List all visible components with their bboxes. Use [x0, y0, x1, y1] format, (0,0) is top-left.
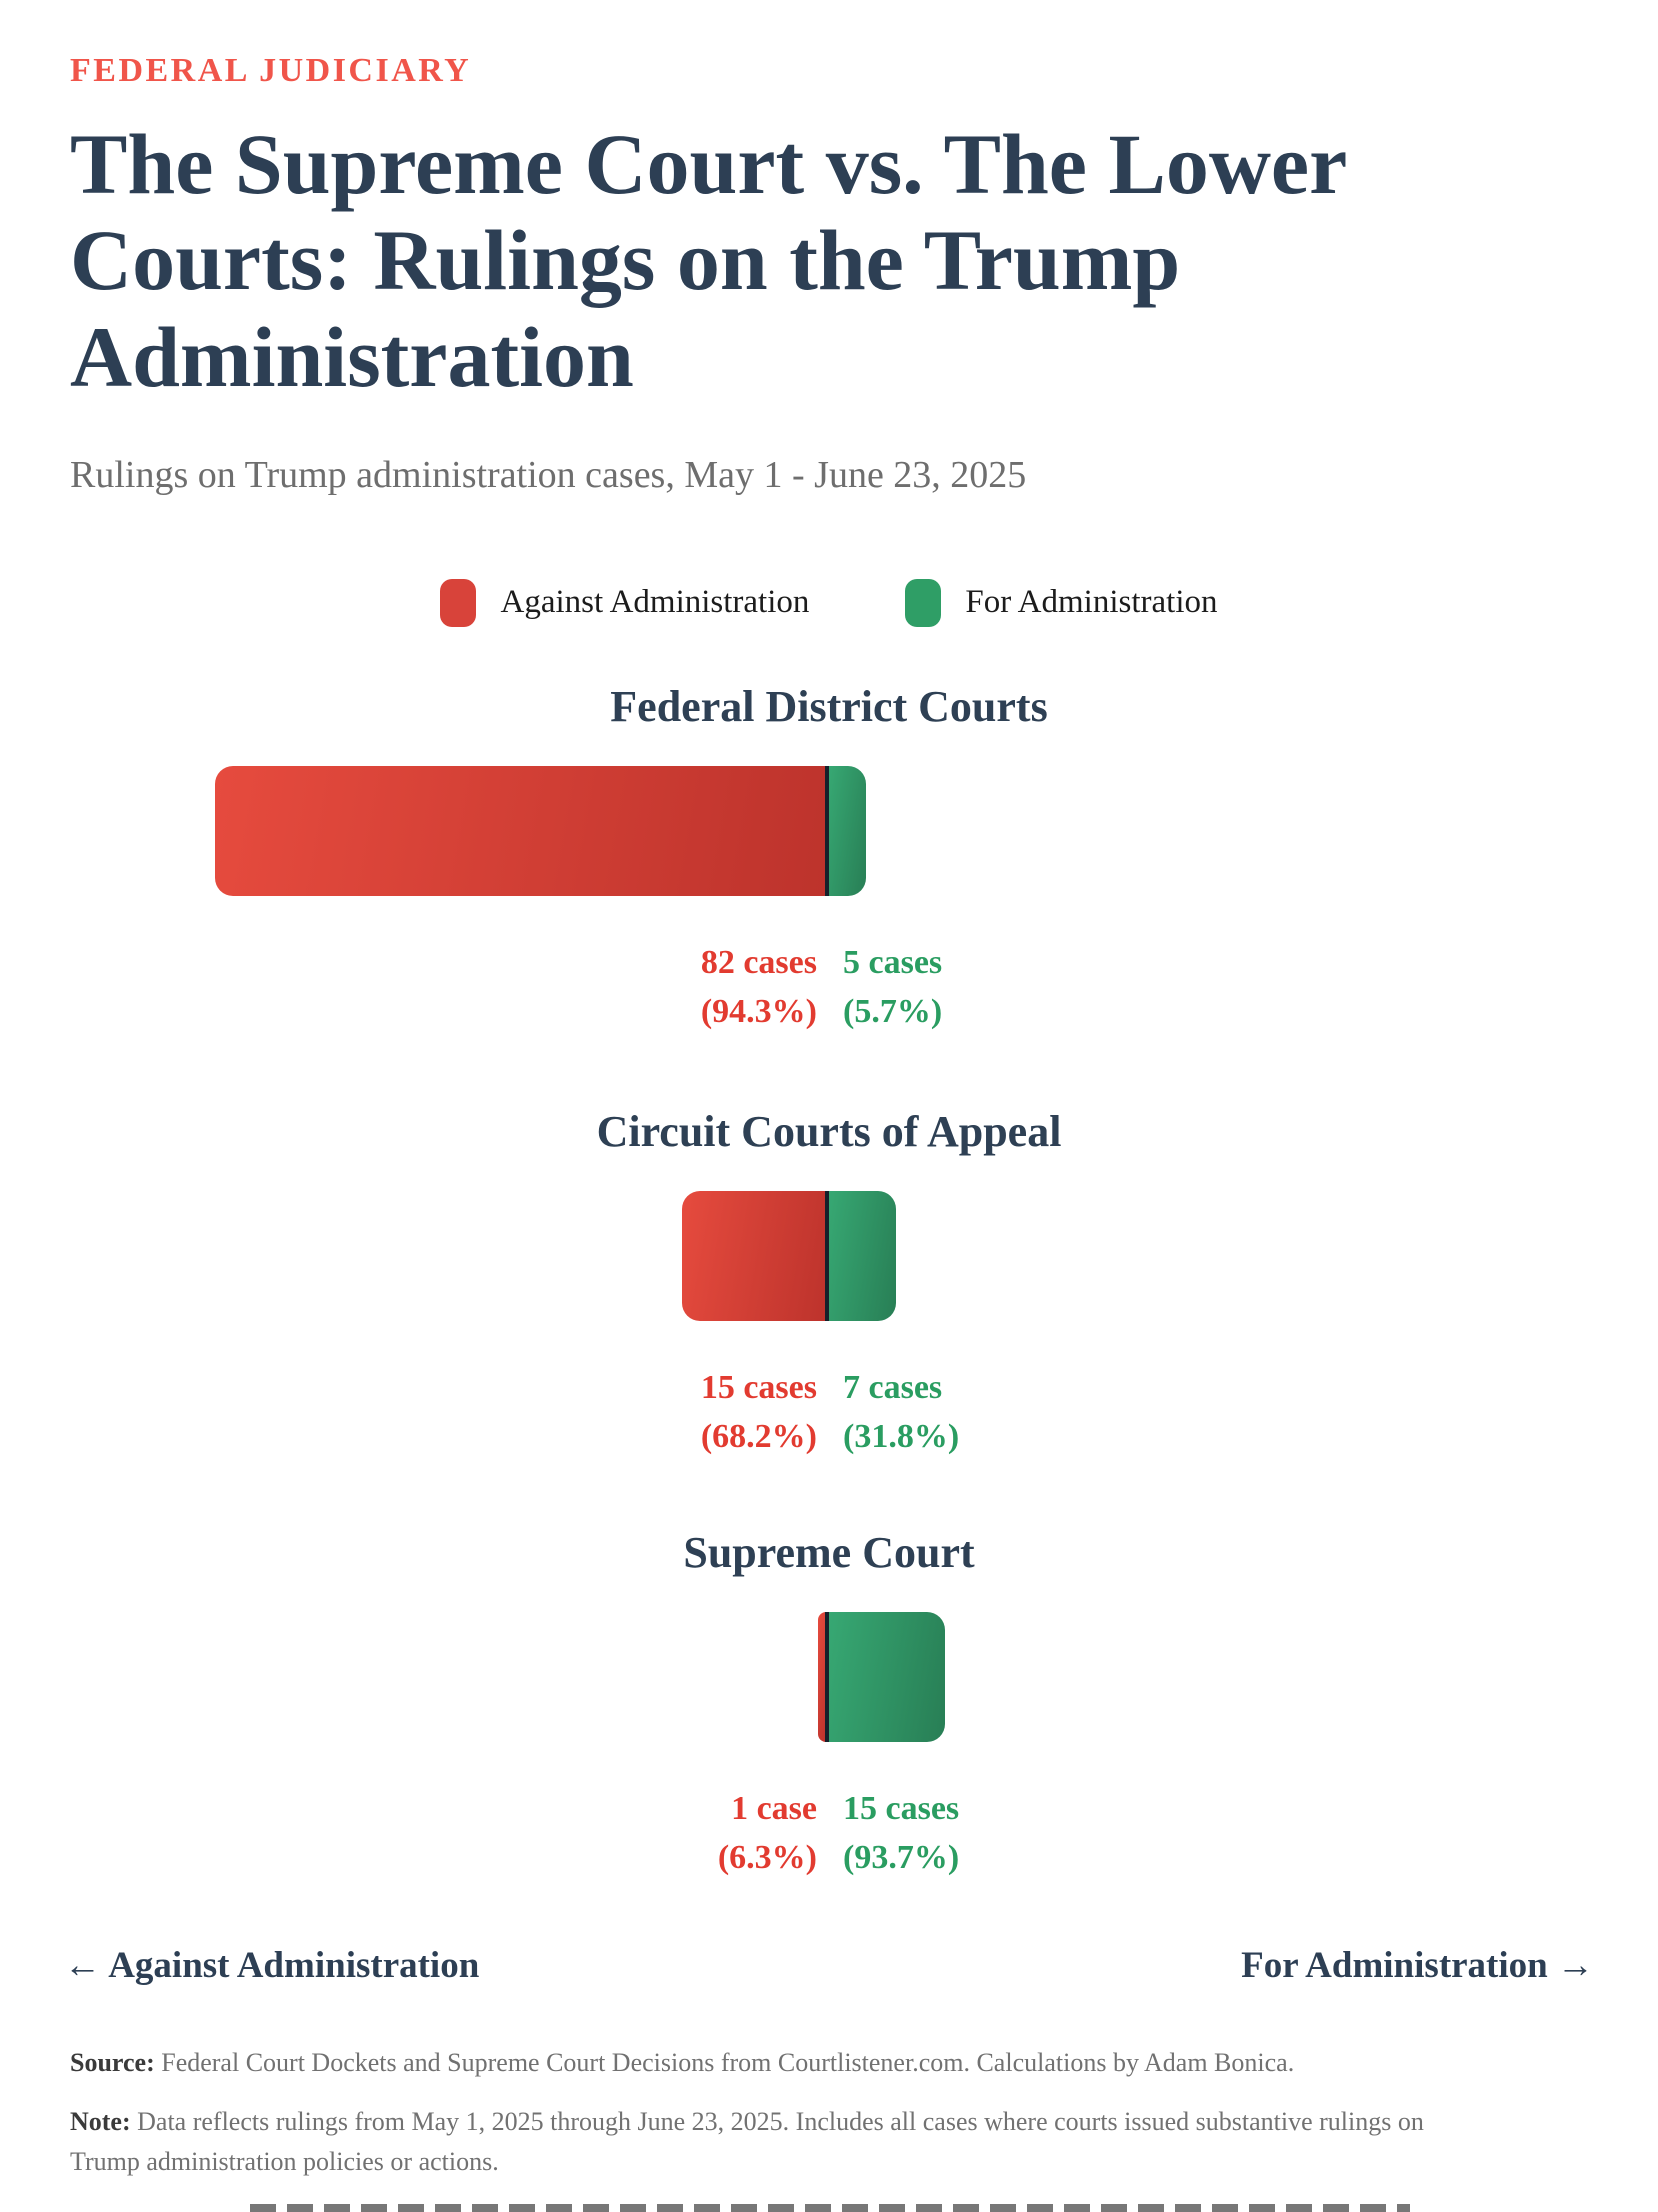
for-direction-label: For Administration →	[1241, 1944, 1594, 1986]
source-line: Source: Federal Court Dockets and Suprem…	[70, 2043, 1588, 2082]
for-label: 7 cases (31.8%)	[843, 1363, 959, 1462]
for-pct-value: (93.7%)	[843, 1839, 960, 1877]
against-label: 82 cases (94.3%)	[701, 938, 817, 1037]
for-cases-value: 7 cases	[843, 1368, 943, 1406]
for-label: 5 cases (5.7%)	[843, 938, 942, 1037]
note-text: Data reflects rulings from May 1, 2025 t…	[70, 2106, 1424, 2177]
against-pct-value: (94.3%)	[700, 993, 817, 1031]
against-label: 15 cases (68.2%)	[701, 1363, 817, 1462]
chart-header: FEDERAL JUDICIARY The Supreme Court vs. …	[0, 0, 1658, 497]
against-swatch-icon	[440, 578, 477, 627]
note-label: Note:	[70, 2106, 131, 2136]
bar-segment-against	[682, 1190, 826, 1321]
against-pct-value: (68.2%)	[700, 1418, 817, 1456]
bar-divider	[825, 765, 829, 896]
bar-divider	[825, 1190, 829, 1321]
bar-segment-against	[215, 765, 826, 896]
legend-against-label: Against Administration	[500, 584, 810, 621]
bar-circuit-courts	[0, 1190, 1658, 1321]
bar-labels-federal-district-courts: 82 cases (94.3%) 5 cases (5.7%)	[0, 938, 1658, 1042]
source-text: Federal Court Dockets and Supreme Court …	[154, 2047, 1295, 2077]
kicker: FEDERAL JUDICIARY	[70, 52, 472, 89]
bar-segment-for	[829, 1190, 897, 1321]
axis-direction-row: ← Against Administration For Administrat…	[0, 1944, 1658, 1987]
for-swatch-icon	[905, 578, 942, 627]
bar-supreme-court	[0, 1611, 1658, 1742]
legend-item-for: For Administration	[905, 578, 1218, 627]
legend-item-against: Against Administration	[440, 578, 810, 627]
legend-for-label: For Administration	[965, 584, 1218, 621]
legend: Against Administration For Administratio…	[0, 578, 1658, 627]
against-pct-value: (6.3%)	[717, 1839, 817, 1877]
bar-labels-supreme-court: 1 case (6.3%) 15 cases (93.7%)	[0, 1784, 1658, 1888]
bar-labels-circuit-courts: 15 cases (68.2%) 7 cases (31.8%)	[0, 1363, 1658, 1467]
bar-segment-for	[829, 1611, 946, 1742]
subtitle: Rulings on Trump administration cases, M…	[70, 453, 1027, 496]
for-pct-value: (5.7%)	[843, 993, 943, 1031]
source-label: Source:	[70, 2047, 155, 2077]
chart-title-circuit-courts: Circuit Courts of Appeal	[596, 1106, 1062, 1156]
against-cases-value: 15 cases	[700, 1368, 817, 1406]
chart-title-supreme-court: Supreme Court	[683, 1527, 975, 1577]
bar-federal-district-courts	[0, 765, 1658, 896]
against-direction-label: ← Against Administration	[64, 1944, 480, 1986]
bar-segment-for	[829, 765, 867, 896]
page-title: The Supreme Court vs. The Lower Courts: …	[70, 116, 1346, 405]
against-cases-value: 1 case	[731, 1789, 817, 1827]
note-line: Note: Data reflects rulings from May 1, …	[70, 2102, 1470, 2183]
chart-title-federal-district-courts: Federal District Courts	[610, 681, 1048, 731]
bar-segment-against	[818, 1611, 826, 1742]
for-label: 15 cases (93.7%)	[843, 1784, 959, 1883]
for-cases-value: 15 cases	[843, 1789, 960, 1827]
clipped-text-strip	[250, 2204, 1410, 2212]
against-label: 1 case (6.3%)	[718, 1784, 817, 1883]
bar-divider	[825, 1611, 829, 1742]
for-pct-value: (31.8%)	[843, 1418, 960, 1456]
against-cases-value: 82 cases	[700, 943, 817, 981]
for-cases-value: 5 cases	[843, 943, 943, 981]
